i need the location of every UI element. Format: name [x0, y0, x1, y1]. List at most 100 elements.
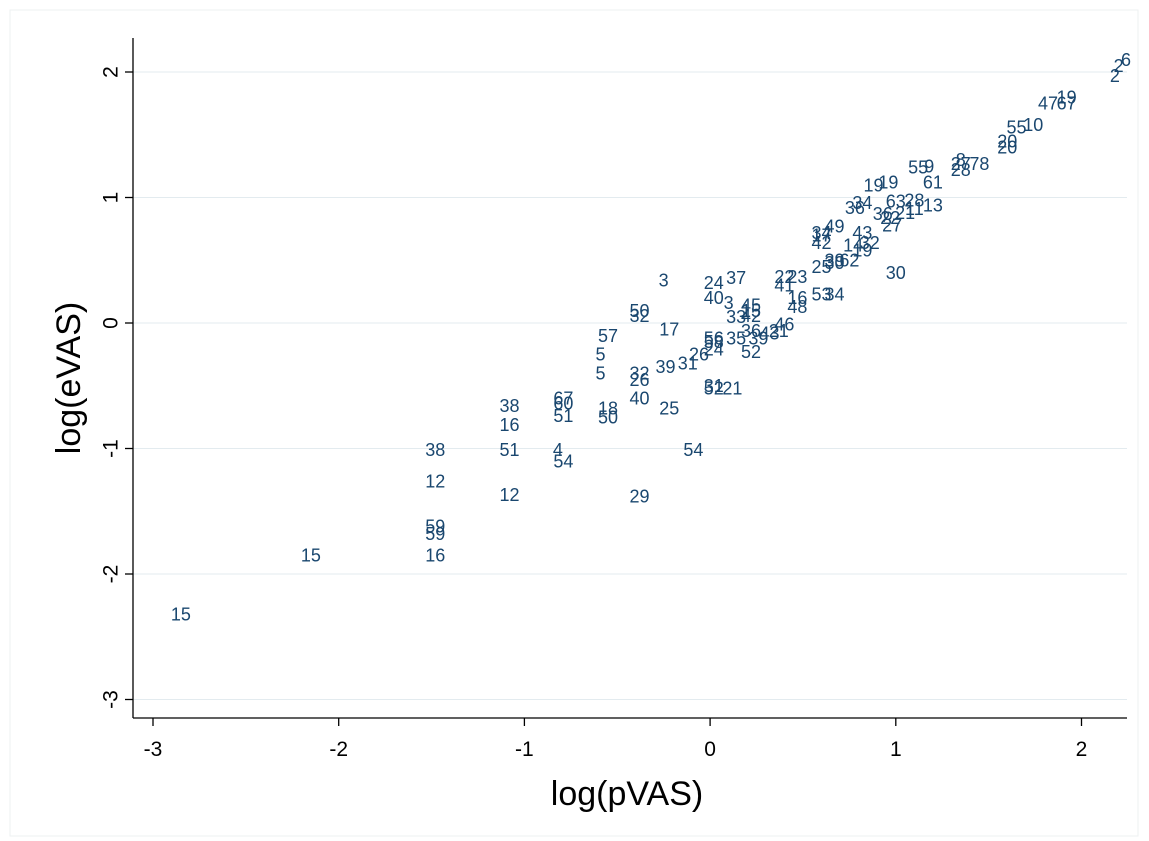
data-point-label: 34: [812, 223, 832, 243]
data-point-label: 13: [923, 195, 943, 215]
data-point-label: 6: [1121, 50, 1131, 70]
data-point-label: 48: [787, 297, 807, 317]
data-point-label: 50: [598, 407, 618, 427]
x-axis-ticks: -3 -2 -1 0 1 2: [144, 718, 1088, 761]
data-point-label: 60: [553, 394, 573, 414]
data-point-label: 32: [860, 233, 880, 253]
data-point-label: 21: [895, 203, 915, 223]
x-tick-label: 1: [890, 738, 902, 761]
data-point-label: 38: [500, 396, 520, 416]
data-point-label: 57: [598, 326, 618, 346]
data-point-label: 17: [812, 225, 832, 245]
data-point-label: 40: [630, 389, 650, 409]
data-point-label: 36: [873, 204, 893, 224]
data-point-label: 30: [886, 263, 906, 283]
data-point-label: 67: [553, 389, 573, 409]
data-point-label: 19: [852, 241, 872, 261]
data-point-label: 12: [500, 485, 520, 505]
data-point-label: 59: [425, 524, 445, 544]
data-point-label: 43: [760, 323, 780, 343]
data-point-label: 9: [924, 156, 934, 176]
data-point-label: 31: [678, 353, 698, 373]
x-axis-title: log(pVAS): [551, 775, 703, 813]
data-point-label: 39: [825, 251, 845, 271]
data-point-label: 37: [726, 268, 746, 288]
data-point-label: 11: [905, 199, 924, 219]
data-point-label: 36: [845, 198, 865, 218]
data-point-label: 45: [741, 296, 761, 316]
data-point-label: 15: [171, 604, 191, 624]
x-tick-label: -3: [144, 738, 163, 761]
data-point-label: 3: [724, 293, 734, 313]
data-point-label: 63: [886, 192, 906, 212]
data-point-label: 27: [951, 154, 971, 174]
data-point-label: 16: [500, 415, 520, 435]
data-point-label: 59: [425, 517, 445, 537]
x-tick-label: -1: [515, 738, 534, 761]
data-point-label: 24: [704, 273, 724, 293]
data-point-label: 17: [659, 320, 679, 340]
data-point-label: 55: [908, 158, 928, 178]
data-point-label: 16: [787, 288, 807, 308]
data-point-label: 23: [787, 267, 807, 287]
data-point-label: 19: [878, 173, 898, 193]
data-point-label: 5: [596, 364, 606, 384]
data-point-label: 54: [683, 440, 703, 460]
data-point-label: 2: [1110, 66, 1120, 86]
data-point-label: 39: [748, 328, 768, 348]
data-point-label: 41: [774, 276, 794, 296]
grid-lines: [133, 71, 1127, 700]
data-point-label: 8: [956, 150, 966, 170]
x-tick-label: -2: [329, 738, 348, 761]
data-point-label: 52: [704, 379, 724, 399]
data-point-label: 56: [704, 328, 724, 348]
data-point-label: 30: [825, 253, 845, 273]
data-point-label: 20: [997, 131, 1017, 151]
data-point-label: 22: [880, 208, 900, 228]
data-point-label: 51: [553, 406, 573, 426]
data-point-label: 26: [630, 370, 650, 390]
data-point-label: 19: [864, 175, 884, 195]
data-point-label: 58: [704, 332, 724, 352]
data-point-label: 16: [425, 545, 445, 565]
data-point-label: 2: [1114, 56, 1124, 76]
data-point-label: 42: [812, 233, 832, 253]
data-point-label: 62: [839, 251, 859, 271]
data-point-label: 32: [630, 364, 650, 384]
data-point-label: 47: [1038, 94, 1058, 114]
data-point-label: 28: [951, 160, 971, 180]
data-point-label: 20: [997, 138, 1017, 158]
data-point-label: 21: [769, 321, 789, 341]
data-point-label: 42: [741, 306, 761, 326]
data-point-label: 21: [722, 379, 742, 399]
data-point-label: 31: [704, 376, 724, 396]
data-point-label: 24: [704, 340, 724, 360]
data-point-label: 25: [659, 399, 679, 419]
data-point-label: 22: [774, 267, 794, 287]
data-point-label: 40: [704, 288, 724, 308]
data-point-label: 46: [774, 315, 794, 335]
data-point-label: 3: [659, 271, 669, 291]
data-point-label: 50: [630, 301, 650, 321]
data-point-label: 34: [825, 284, 845, 304]
data-point-label: 43: [852, 223, 872, 243]
data-point-label: 52: [741, 342, 761, 362]
data-point-label: 34: [852, 193, 872, 213]
x-tick-label: 2: [1076, 738, 1088, 761]
data-point-label: 19: [1057, 87, 1077, 107]
data-point-label: 54: [553, 451, 573, 471]
data-point-label: 61: [923, 173, 943, 193]
data-point-label: 55: [1006, 118, 1026, 138]
x-tick-label: 0: [704, 738, 716, 761]
data-point-label: 14: [843, 235, 863, 255]
y-tick-label: -2: [99, 565, 122, 584]
data-point-label: 53: [812, 284, 832, 304]
data-point-label: 33: [726, 307, 746, 327]
data-point-label: 5: [596, 345, 606, 365]
y-tick-label: 1: [99, 192, 122, 204]
data-point-label: 25: [812, 257, 832, 277]
data-point-label: 78: [969, 154, 989, 174]
data-point-label: 10: [1023, 115, 1043, 135]
